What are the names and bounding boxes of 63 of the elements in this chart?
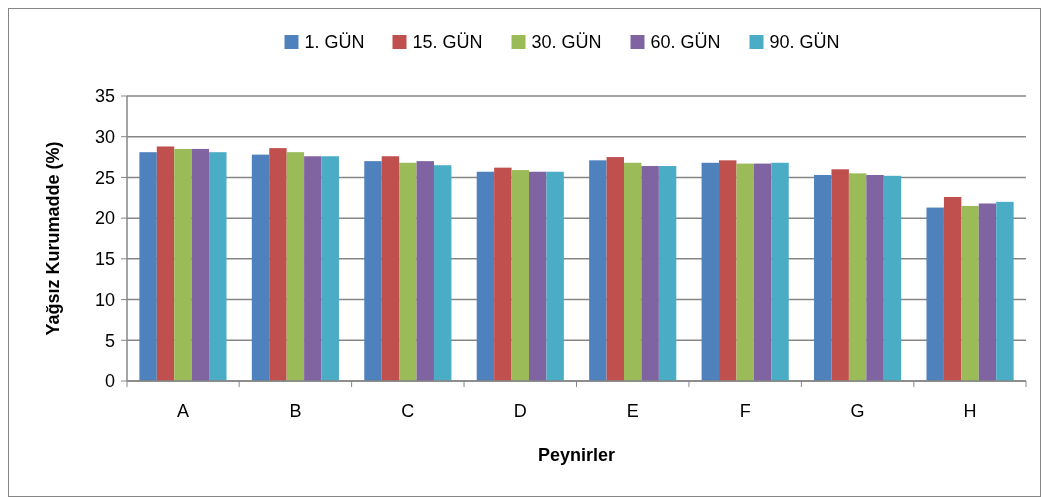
bar <box>286 152 305 381</box>
bar <box>364 161 382 381</box>
bar <box>321 156 339 381</box>
bar <box>511 170 529 381</box>
bar <box>433 165 452 381</box>
bar <box>191 148 210 381</box>
bar <box>658 166 677 381</box>
y-tick-label: 30 <box>94 127 115 148</box>
y-axis-title: Yağsız Kurumadde (%) <box>43 141 63 336</box>
bar <box>139 152 157 381</box>
bar <box>719 160 737 381</box>
bar <box>883 175 902 381</box>
x-tick-label: G <box>850 401 865 421</box>
legend-label: 1. GÜN <box>304 32 365 53</box>
bar <box>494 167 512 381</box>
bar <box>174 148 192 381</box>
bar <box>961 205 979 381</box>
legend-label: 30. GÜN <box>531 32 602 53</box>
bar <box>978 203 997 381</box>
y-tick-label: 0 <box>104 371 115 392</box>
legend-label: 60. GÜN <box>650 32 721 53</box>
x-tick-label: B <box>289 401 302 421</box>
y-tick-label: 10 <box>94 289 115 310</box>
bar <box>269 148 287 381</box>
y-tick-label: 25 <box>94 167 115 188</box>
y-tick-label: 20 <box>94 208 115 229</box>
bar <box>546 171 564 381</box>
x-tick-label: C <box>401 401 415 421</box>
x-tick-label: H <box>963 401 977 421</box>
bar <box>156 146 175 381</box>
bar <box>848 173 867 381</box>
legend-label: 90. GÜN <box>769 32 840 53</box>
bar <box>589 160 607 381</box>
x-tick-label: E <box>626 401 639 421</box>
bar <box>753 163 772 381</box>
bar <box>476 171 495 381</box>
bar <box>926 207 944 381</box>
bar <box>996 201 1014 381</box>
x-tick-label: F <box>739 401 751 421</box>
bar <box>251 154 270 381</box>
bar <box>831 169 849 381</box>
bar <box>416 161 434 381</box>
bar <box>701 162 720 381</box>
bar <box>641 166 659 381</box>
bar <box>736 163 754 381</box>
bar <box>606 157 625 381</box>
y-tick-label: 35 <box>94 86 115 107</box>
bar <box>771 162 789 381</box>
bar <box>304 156 322 381</box>
bar <box>866 174 884 381</box>
bar <box>624 162 642 381</box>
bar <box>814 174 832 381</box>
bar <box>528 171 547 381</box>
bar <box>209 152 227 381</box>
bar <box>399 162 417 381</box>
x-tick-label: D <box>513 401 527 421</box>
y-tick-label: 5 <box>104 330 115 351</box>
bar <box>943 196 962 381</box>
bar <box>381 156 400 381</box>
x-tick-label: A <box>176 401 189 421</box>
x-axis-title: Peynirler <box>537 445 616 465</box>
legend-label: 15. GÜN <box>412 32 483 53</box>
y-tick-label: 15 <box>94 249 115 270</box>
